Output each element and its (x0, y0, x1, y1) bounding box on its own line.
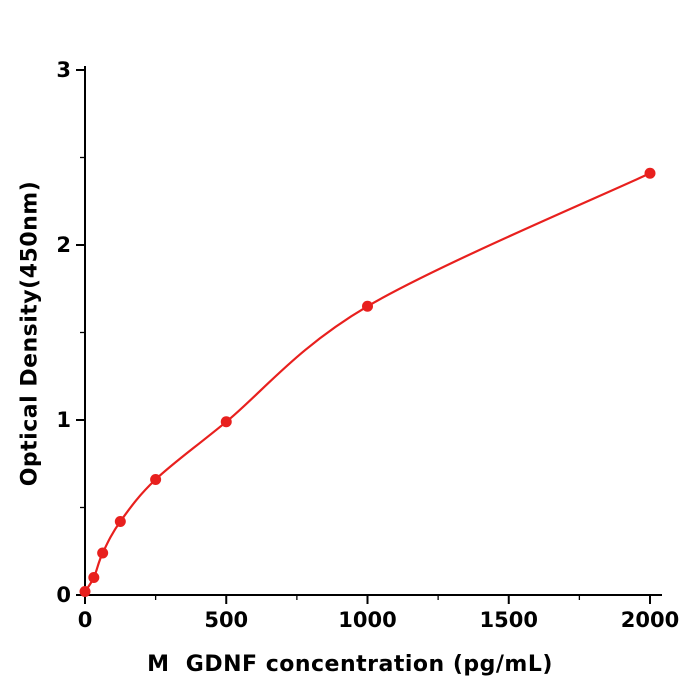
fit-curve (83, 172, 652, 593)
data-point (150, 474, 162, 485)
data-point (97, 547, 109, 559)
y-tick-label: 2 (56, 233, 71, 257)
y-tick-label: 0 (56, 583, 71, 607)
x-tick-label: 0 (78, 608, 93, 632)
data-point (114, 516, 126, 527)
data-point (362, 300, 373, 312)
x-tick-label: 2000 (621, 608, 679, 632)
x-axis-title: M GDNF concentration (pg/mL) (147, 652, 553, 677)
x-tick-label: 500 (204, 608, 248, 632)
x-tick-label: 1500 (480, 608, 538, 632)
data-point (79, 586, 91, 597)
x-tick-label: 1000 (338, 608, 396, 632)
y-tick-label: 1 (56, 408, 71, 432)
data-point (644, 167, 656, 179)
y-tick-label: 3 (56, 58, 71, 82)
data-point (220, 416, 232, 428)
data-point (88, 572, 100, 583)
y-axis-title: Optical Density(450nm) (17, 180, 43, 487)
